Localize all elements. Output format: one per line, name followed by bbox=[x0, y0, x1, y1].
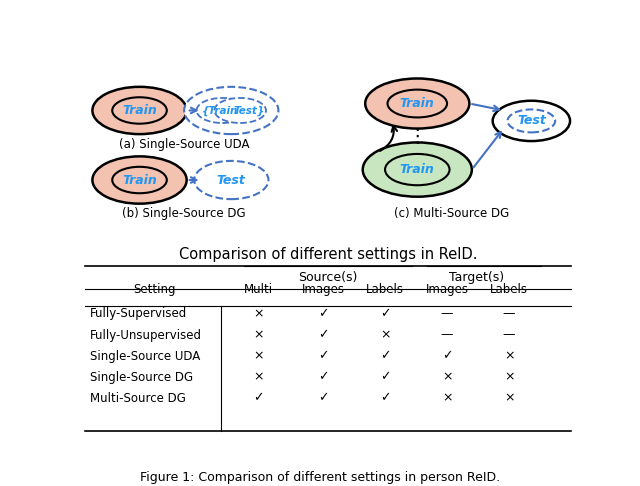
Ellipse shape bbox=[196, 98, 248, 123]
Text: ×: × bbox=[504, 371, 515, 383]
Ellipse shape bbox=[92, 156, 187, 204]
Text: Test: Test bbox=[517, 114, 546, 127]
Text: Test}: Test} bbox=[233, 105, 264, 116]
Ellipse shape bbox=[112, 97, 167, 124]
Text: ×: × bbox=[253, 349, 264, 363]
Text: Train: Train bbox=[122, 174, 157, 187]
Text: ✓: ✓ bbox=[318, 349, 328, 363]
Text: ✓: ✓ bbox=[380, 371, 390, 383]
Ellipse shape bbox=[493, 101, 570, 141]
Text: ✓: ✓ bbox=[253, 392, 264, 405]
Text: Source(s): Source(s) bbox=[298, 271, 358, 284]
Text: ✓: ✓ bbox=[380, 349, 390, 363]
Text: Fully-Unsupervised: Fully-Unsupervised bbox=[90, 329, 202, 342]
Ellipse shape bbox=[214, 98, 266, 123]
Ellipse shape bbox=[385, 154, 449, 185]
Text: —: — bbox=[441, 308, 453, 320]
Text: Figure 1: Comparison of different settings in person ReID.: Figure 1: Comparison of different settin… bbox=[140, 470, 500, 484]
Ellipse shape bbox=[92, 87, 187, 134]
Text: —: — bbox=[503, 329, 515, 342]
Text: (b) Single-Source DG: (b) Single-Source DG bbox=[122, 207, 246, 220]
Ellipse shape bbox=[365, 78, 469, 129]
Text: Test: Test bbox=[217, 174, 246, 187]
Text: Single-Source UDA: Single-Source UDA bbox=[90, 349, 200, 363]
Text: Target(s): Target(s) bbox=[449, 271, 504, 284]
Text: {Train: {Train bbox=[202, 105, 239, 116]
Text: ×: × bbox=[442, 392, 452, 405]
Ellipse shape bbox=[194, 161, 269, 199]
Text: (c) Multi-Source DG: (c) Multi-Source DG bbox=[394, 207, 509, 220]
Text: Fully-Supervised: Fully-Supervised bbox=[90, 308, 187, 320]
Ellipse shape bbox=[508, 109, 555, 132]
Ellipse shape bbox=[388, 89, 447, 118]
Text: ×: × bbox=[504, 392, 515, 405]
Ellipse shape bbox=[112, 167, 167, 193]
Text: ✓: ✓ bbox=[380, 308, 390, 320]
Ellipse shape bbox=[363, 142, 472, 197]
Text: Comparison of different settings in ReID.: Comparison of different settings in ReID… bbox=[179, 247, 477, 262]
Ellipse shape bbox=[184, 87, 278, 134]
Text: (a) Single-Source UDA: (a) Single-Source UDA bbox=[119, 139, 250, 151]
Text: ×: × bbox=[380, 329, 390, 342]
Text: ✓: ✓ bbox=[442, 349, 452, 363]
Text: ✓: ✓ bbox=[318, 329, 328, 342]
Text: ×: × bbox=[442, 371, 452, 383]
Text: Labels: Labels bbox=[366, 282, 404, 295]
Text: ✓: ✓ bbox=[318, 308, 328, 320]
Text: —: — bbox=[441, 329, 453, 342]
Text: Setting: Setting bbox=[133, 282, 175, 295]
Text: ×: × bbox=[504, 349, 515, 363]
Text: Train: Train bbox=[400, 97, 435, 110]
Text: —: — bbox=[503, 308, 515, 320]
Text: ✓: ✓ bbox=[318, 371, 328, 383]
Text: Single-Source DG: Single-Source DG bbox=[90, 371, 193, 383]
Text: Labels: Labels bbox=[490, 282, 528, 295]
Text: Images: Images bbox=[426, 282, 468, 295]
Text: ✓: ✓ bbox=[380, 392, 390, 405]
Text: Train: Train bbox=[122, 104, 157, 117]
Text: ×: × bbox=[253, 329, 264, 342]
Text: Multi: Multi bbox=[244, 282, 273, 295]
Text: ×: × bbox=[253, 371, 264, 383]
Text: Multi-Source DG: Multi-Source DG bbox=[90, 392, 186, 405]
Text: ⋮: ⋮ bbox=[408, 127, 427, 146]
Text: ×: × bbox=[253, 308, 264, 320]
Text: Images: Images bbox=[301, 282, 344, 295]
Text: ✓: ✓ bbox=[318, 392, 328, 405]
Text: Train: Train bbox=[400, 163, 435, 176]
